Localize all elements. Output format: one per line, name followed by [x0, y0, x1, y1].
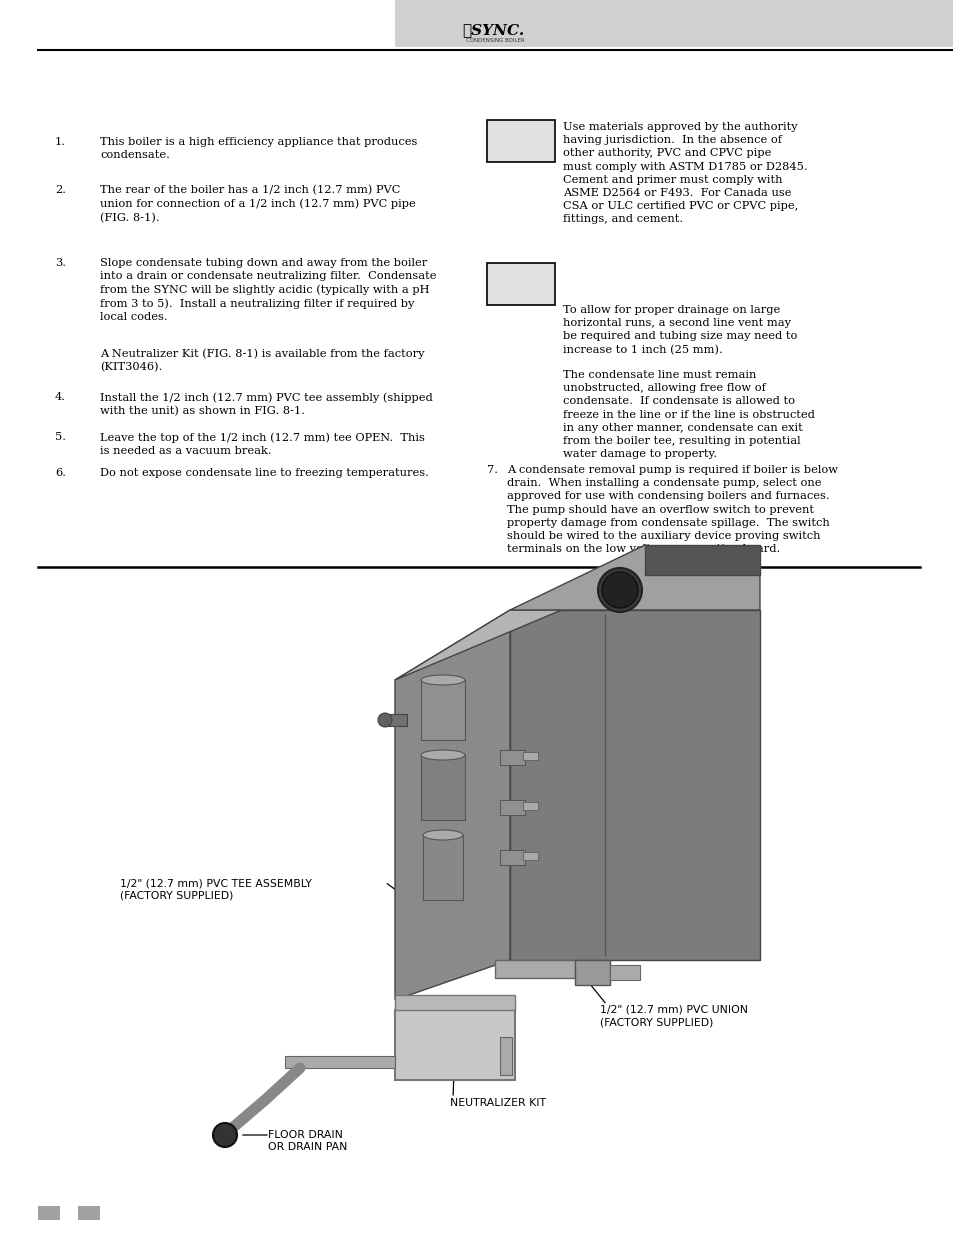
Text: 1/2" (12.7 mm) PVC TEE ASSEMBLY
(FACTORY SUPPLIED): 1/2" (12.7 mm) PVC TEE ASSEMBLY (FACTORY… [120, 878, 312, 900]
Text: CONDENSING BOILER: CONDENSING BOILER [465, 37, 524, 42]
Text: To allow for proper drainage on large
horizontal runs, a second line vent may
be: To allow for proper drainage on large ho… [562, 305, 797, 354]
Text: NEUTRALIZER KIT: NEUTRALIZER KIT [450, 1098, 545, 1108]
Text: Use materials approved by the authority
having jurisdiction.  In the absence of
: Use materials approved by the authority … [562, 122, 807, 225]
Polygon shape [644, 545, 760, 576]
Text: The condensate line must remain
unobstructed, allowing free flow of
condensate. : The condensate line must remain unobstru… [562, 370, 814, 459]
Bar [499, 1037, 512, 1074]
Text: This boiler is a high efficiency appliance that produces
condensate.: This boiler is a high efficiency applian… [100, 137, 417, 161]
Text: FLOOR DRAIN
OR DRAIN PAN: FLOOR DRAIN OR DRAIN PAN [268, 1130, 347, 1152]
Bar [486, 263, 555, 305]
Polygon shape [395, 610, 510, 1000]
Text: Leave the top of the 1/2 inch (12.7 mm) tee OPEN.  This
is needed as a vacuum br: Leave the top of the 1/2 inch (12.7 mm) … [100, 432, 424, 456]
Bar [499, 750, 524, 764]
Ellipse shape [422, 830, 462, 840]
Bar [522, 852, 537, 860]
Bar [499, 800, 524, 815]
Polygon shape [510, 545, 760, 610]
Text: 6.: 6. [55, 468, 66, 478]
Text: The rear of the boiler has a 1/2 inch (12.7 mm) PVC
union for connection of a 1/: The rear of the boiler has a 1/2 inch (1… [100, 185, 416, 224]
Text: ❮SYNC.: ❮SYNC. [461, 23, 523, 37]
Bar [609, 965, 639, 981]
Bar [38, 1207, 60, 1220]
Bar [420, 680, 464, 740]
Polygon shape [510, 610, 760, 960]
Text: Install the 1/2 inch (12.7 mm) PVC tee assembly (shipped
with the unit) as shown: Install the 1/2 inch (12.7 mm) PVC tee a… [100, 391, 433, 416]
Text: Slope condensate tubing down and away from the boiler
into a drain or condensate: Slope condensate tubing down and away fr… [100, 258, 436, 322]
Circle shape [601, 572, 638, 608]
Text: 3.: 3. [55, 258, 66, 268]
Circle shape [598, 568, 641, 613]
Text: Do not expose condensate line to freezing temperatures.: Do not expose condensate line to freezin… [100, 468, 429, 478]
Polygon shape [395, 576, 760, 680]
Text: 4.: 4. [55, 391, 66, 403]
Bar [499, 850, 524, 864]
Bar [395, 0, 953, 47]
Bar [387, 714, 407, 726]
Circle shape [213, 1123, 236, 1147]
Bar [486, 120, 555, 162]
Text: 1/2" (12.7 mm) PVC UNION
(FACTORY SUPPLIED): 1/2" (12.7 mm) PVC UNION (FACTORY SUPPLI… [599, 1005, 747, 1028]
Bar [422, 835, 462, 900]
Text: 2.: 2. [55, 185, 66, 195]
Text: 1.: 1. [55, 137, 66, 147]
Bar [395, 995, 515, 1010]
Bar [285, 1056, 395, 1068]
Bar [78, 1207, 100, 1220]
Bar [522, 752, 537, 760]
Text: 5.: 5. [55, 432, 66, 442]
Ellipse shape [420, 676, 464, 685]
Ellipse shape [420, 750, 464, 760]
Bar [395, 1010, 515, 1079]
Text: A Neutralizer Kit (FIG. 8-1) is available from the factory
(KIT3046).: A Neutralizer Kit (FIG. 8-1) is availabl… [100, 348, 424, 372]
Bar [495, 960, 575, 978]
Bar [420, 755, 464, 820]
Text: A condensate removal pump is required if boiler is below
drain.  When installing: A condensate removal pump is required if… [506, 466, 837, 555]
Circle shape [377, 713, 392, 727]
Bar [575, 960, 609, 986]
Bar [522, 802, 537, 810]
Text: 7.: 7. [486, 466, 497, 475]
